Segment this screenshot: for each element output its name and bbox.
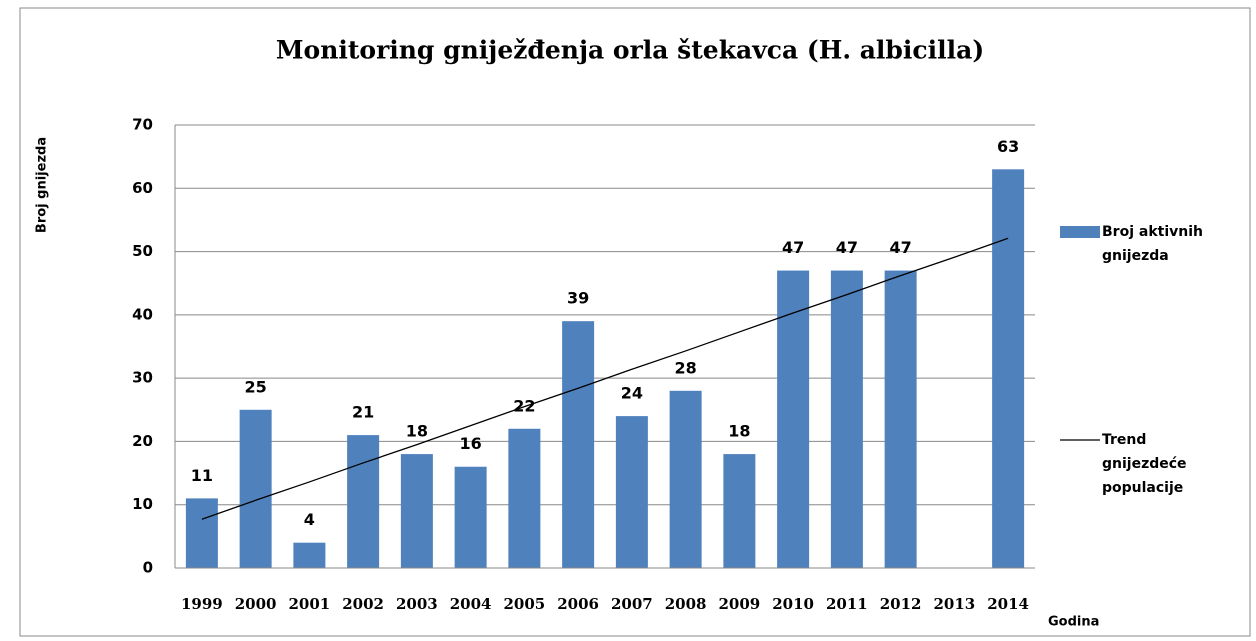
y-tick-label: 60: [132, 179, 153, 197]
data-label: 21: [352, 403, 374, 422]
x-tick-label: 2014: [987, 595, 1029, 613]
data-label: 18: [406, 422, 428, 441]
y-tick-label: 0: [143, 559, 153, 577]
bar: [508, 428, 541, 568]
bar: [347, 435, 380, 568]
y-tick-label: 70: [132, 116, 153, 134]
bar: [454, 466, 487, 568]
bar: [992, 169, 1025, 569]
bar: [723, 454, 756, 568]
x-tick-label: 2001: [289, 595, 331, 613]
data-label: 16: [459, 434, 481, 453]
data-label: 24: [621, 384, 643, 403]
trend-line: [201, 237, 1009, 520]
y-tick-label: 40: [132, 305, 153, 323]
data-label: 47: [889, 238, 911, 257]
y-tick-label: 20: [132, 432, 153, 450]
y-tick-label: 10: [132, 495, 153, 513]
x-tick-label: 2005: [504, 595, 546, 613]
x-tick-label: 2011: [826, 595, 868, 613]
data-label: 18: [728, 422, 750, 441]
chart-title: Monitoring gniježđenja orla štekavca (H.…: [276, 36, 984, 65]
data-label: 63: [997, 137, 1019, 156]
data-label: 39: [567, 289, 589, 308]
x-tick-label: 2004: [450, 595, 492, 613]
data-label: 25: [244, 377, 266, 396]
bar: [185, 498, 218, 568]
data-label: 47: [836, 238, 858, 257]
bar: [615, 416, 648, 568]
bar: [400, 454, 433, 568]
legend-label: Trend gnijezdeće populacije: [1102, 432, 1187, 496]
x-tick-label: 1999: [181, 595, 223, 613]
x-tick-label: 2000: [235, 595, 277, 613]
x-tick-label: 2008: [665, 595, 707, 613]
data-label: 11: [191, 466, 213, 485]
data-label: 22: [513, 396, 535, 415]
x-tick-label: 2013: [934, 595, 976, 613]
bar: [562, 321, 595, 568]
x-tick-label: 2006: [557, 595, 599, 613]
bar: [669, 390, 702, 568]
y-tick-label: 50: [132, 242, 153, 260]
x-axis-label: Godina: [1048, 615, 1099, 630]
legend-label: Broj aktivnih gnijezda: [1102, 224, 1203, 264]
legend-swatch: [1060, 226, 1100, 238]
x-tick-label: 2003: [396, 595, 438, 613]
bar: [884, 270, 917, 568]
data-label: 4: [304, 510, 315, 529]
y-tick-label: 30: [132, 369, 153, 387]
data-label: 28: [674, 358, 696, 377]
bar: [777, 270, 810, 568]
y-axis-label: Broj gnijezda: [35, 137, 50, 233]
bar: [830, 270, 863, 568]
bar: [239, 409, 272, 568]
data-label: 47: [782, 238, 804, 257]
x-tick-label: 2009: [719, 595, 761, 613]
bar: [293, 542, 326, 568]
x-tick-label: 2010: [772, 595, 814, 613]
x-tick-label: 2007: [611, 595, 653, 613]
x-tick-label: 2012: [880, 595, 922, 613]
x-tick-label: 2002: [342, 595, 384, 613]
